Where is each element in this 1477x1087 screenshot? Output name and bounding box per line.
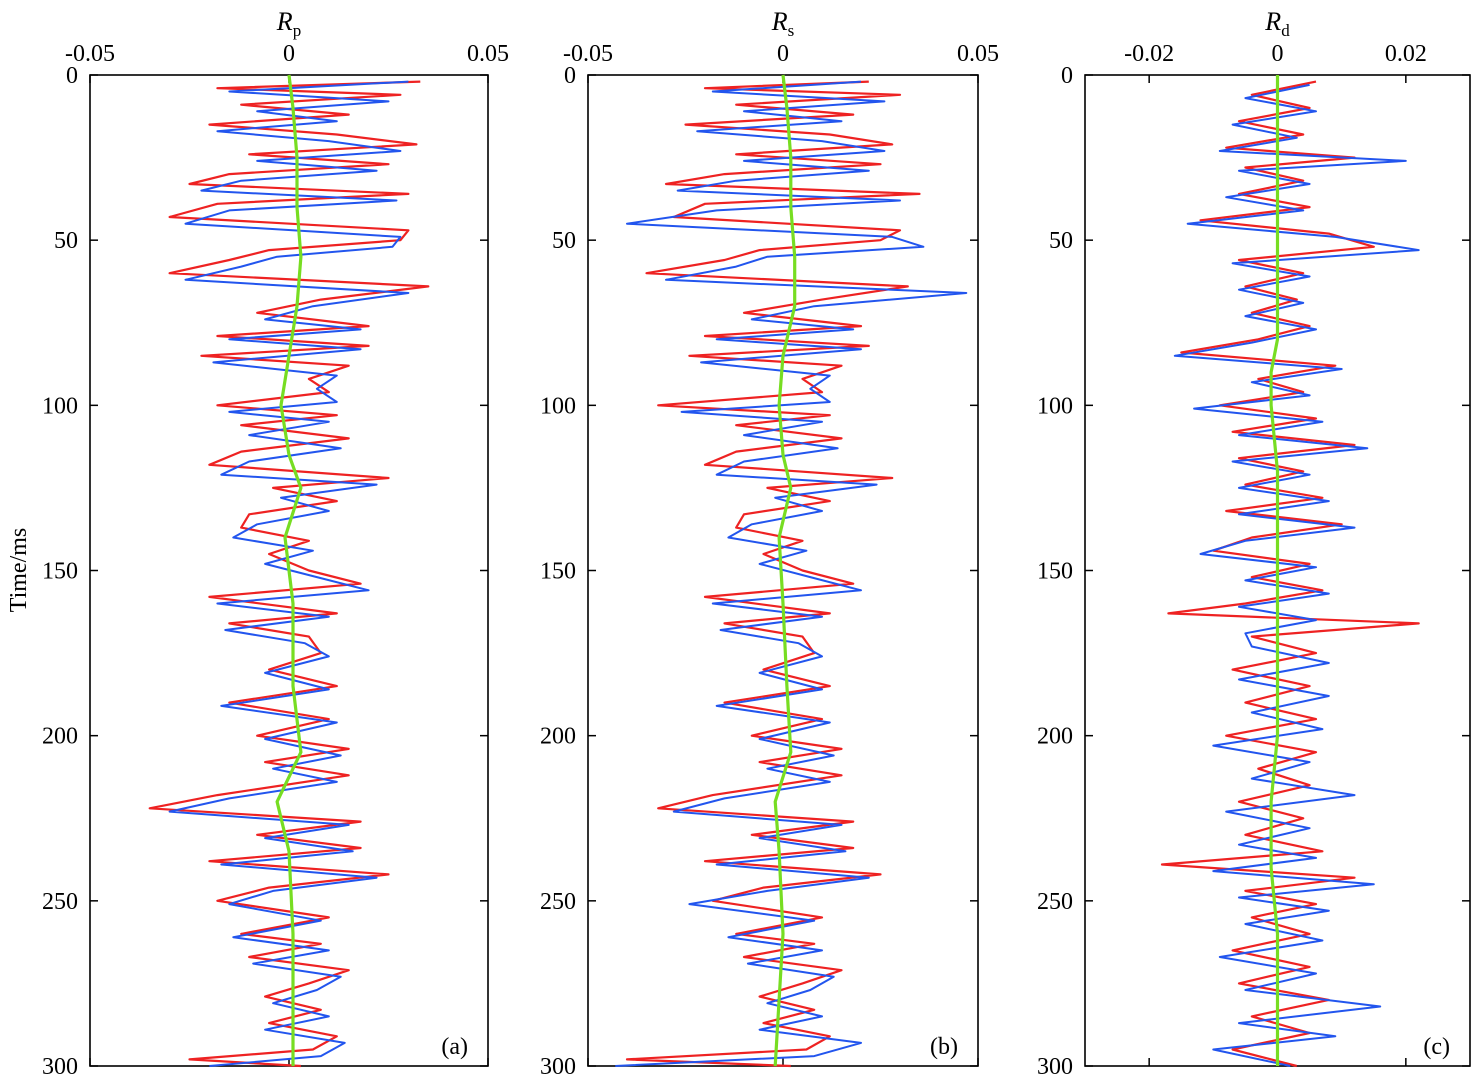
series-line-red — [148, 80, 430, 1068]
y-tick-label: 200 — [1037, 724, 1073, 750]
panel-title-subscript: s — [788, 21, 795, 40]
y-tick-label: 0 — [1061, 63, 1073, 89]
y-tick-label: 300 — [42, 1054, 78, 1080]
panel-title: Rs — [771, 7, 795, 40]
y-tick-label: 150 — [42, 559, 78, 585]
y-tick-label: 100 — [42, 393, 78, 419]
y-axis-label: Time/ms — [6, 528, 32, 612]
series-line-green — [275, 74, 303, 1066]
y-tick-label: 0 — [66, 63, 78, 89]
panel-title-subscript: d — [1281, 21, 1290, 40]
panel-title: Rp — [276, 7, 301, 40]
series-line-blue — [168, 80, 410, 1067]
y-tick-label: 300 — [540, 1054, 576, 1080]
y-tick-label: 250 — [1037, 889, 1073, 915]
y-tick-label: 150 — [540, 559, 576, 585]
y-tick-label: 200 — [540, 724, 576, 750]
y-tick-label: 200 — [42, 724, 78, 750]
panel-label: (c) — [1423, 1034, 1450, 1060]
y-tick-label: 300 — [1037, 1054, 1073, 1080]
y-tick-label: 100 — [540, 393, 576, 419]
series-line-red — [625, 80, 921, 1068]
series-line-green — [1269, 75, 1280, 1066]
x-tick-label: 0 — [283, 41, 295, 67]
y-tick-label: 150 — [1037, 559, 1073, 585]
y-tick-label: 0 — [564, 63, 576, 89]
series-line-red — [1160, 80, 1420, 1068]
series-line-blue — [1173, 83, 1420, 1067]
x-tick-label: 0 — [1272, 41, 1284, 67]
chart-panel: -0.02 0 0.02 0 50 100 150 200 250 300 Rd (c) — [1037, 7, 1471, 1080]
y-tick-label: 250 — [42, 889, 78, 915]
x-tick-label: 0 — [777, 41, 789, 67]
panel-title-subscript: p — [293, 21, 302, 40]
y-tick-label: 100 — [1037, 393, 1073, 419]
x-tick-label: -0.02 — [1124, 41, 1174, 67]
x-tick-label: 0.05 — [467, 41, 509, 67]
panel-label: (b) — [930, 1034, 958, 1060]
x-tick-label: 0.05 — [957, 41, 999, 67]
y-tick-label: 250 — [540, 889, 576, 915]
series-line-green — [773, 74, 797, 1067]
x-tick-label: -0.05 — [563, 41, 613, 67]
y-tick-label: 50 — [1049, 228, 1073, 254]
y-tick-label: 50 — [54, 228, 78, 254]
x-tick-label: 0.02 — [1385, 41, 1427, 67]
y-tick-label: 50 — [552, 228, 576, 254]
panel-title: Rd — [1264, 7, 1290, 40]
x-tick-label: -0.05 — [65, 41, 115, 67]
series-line-blue — [615, 80, 968, 1067]
panel-label: (a) — [441, 1034, 468, 1060]
